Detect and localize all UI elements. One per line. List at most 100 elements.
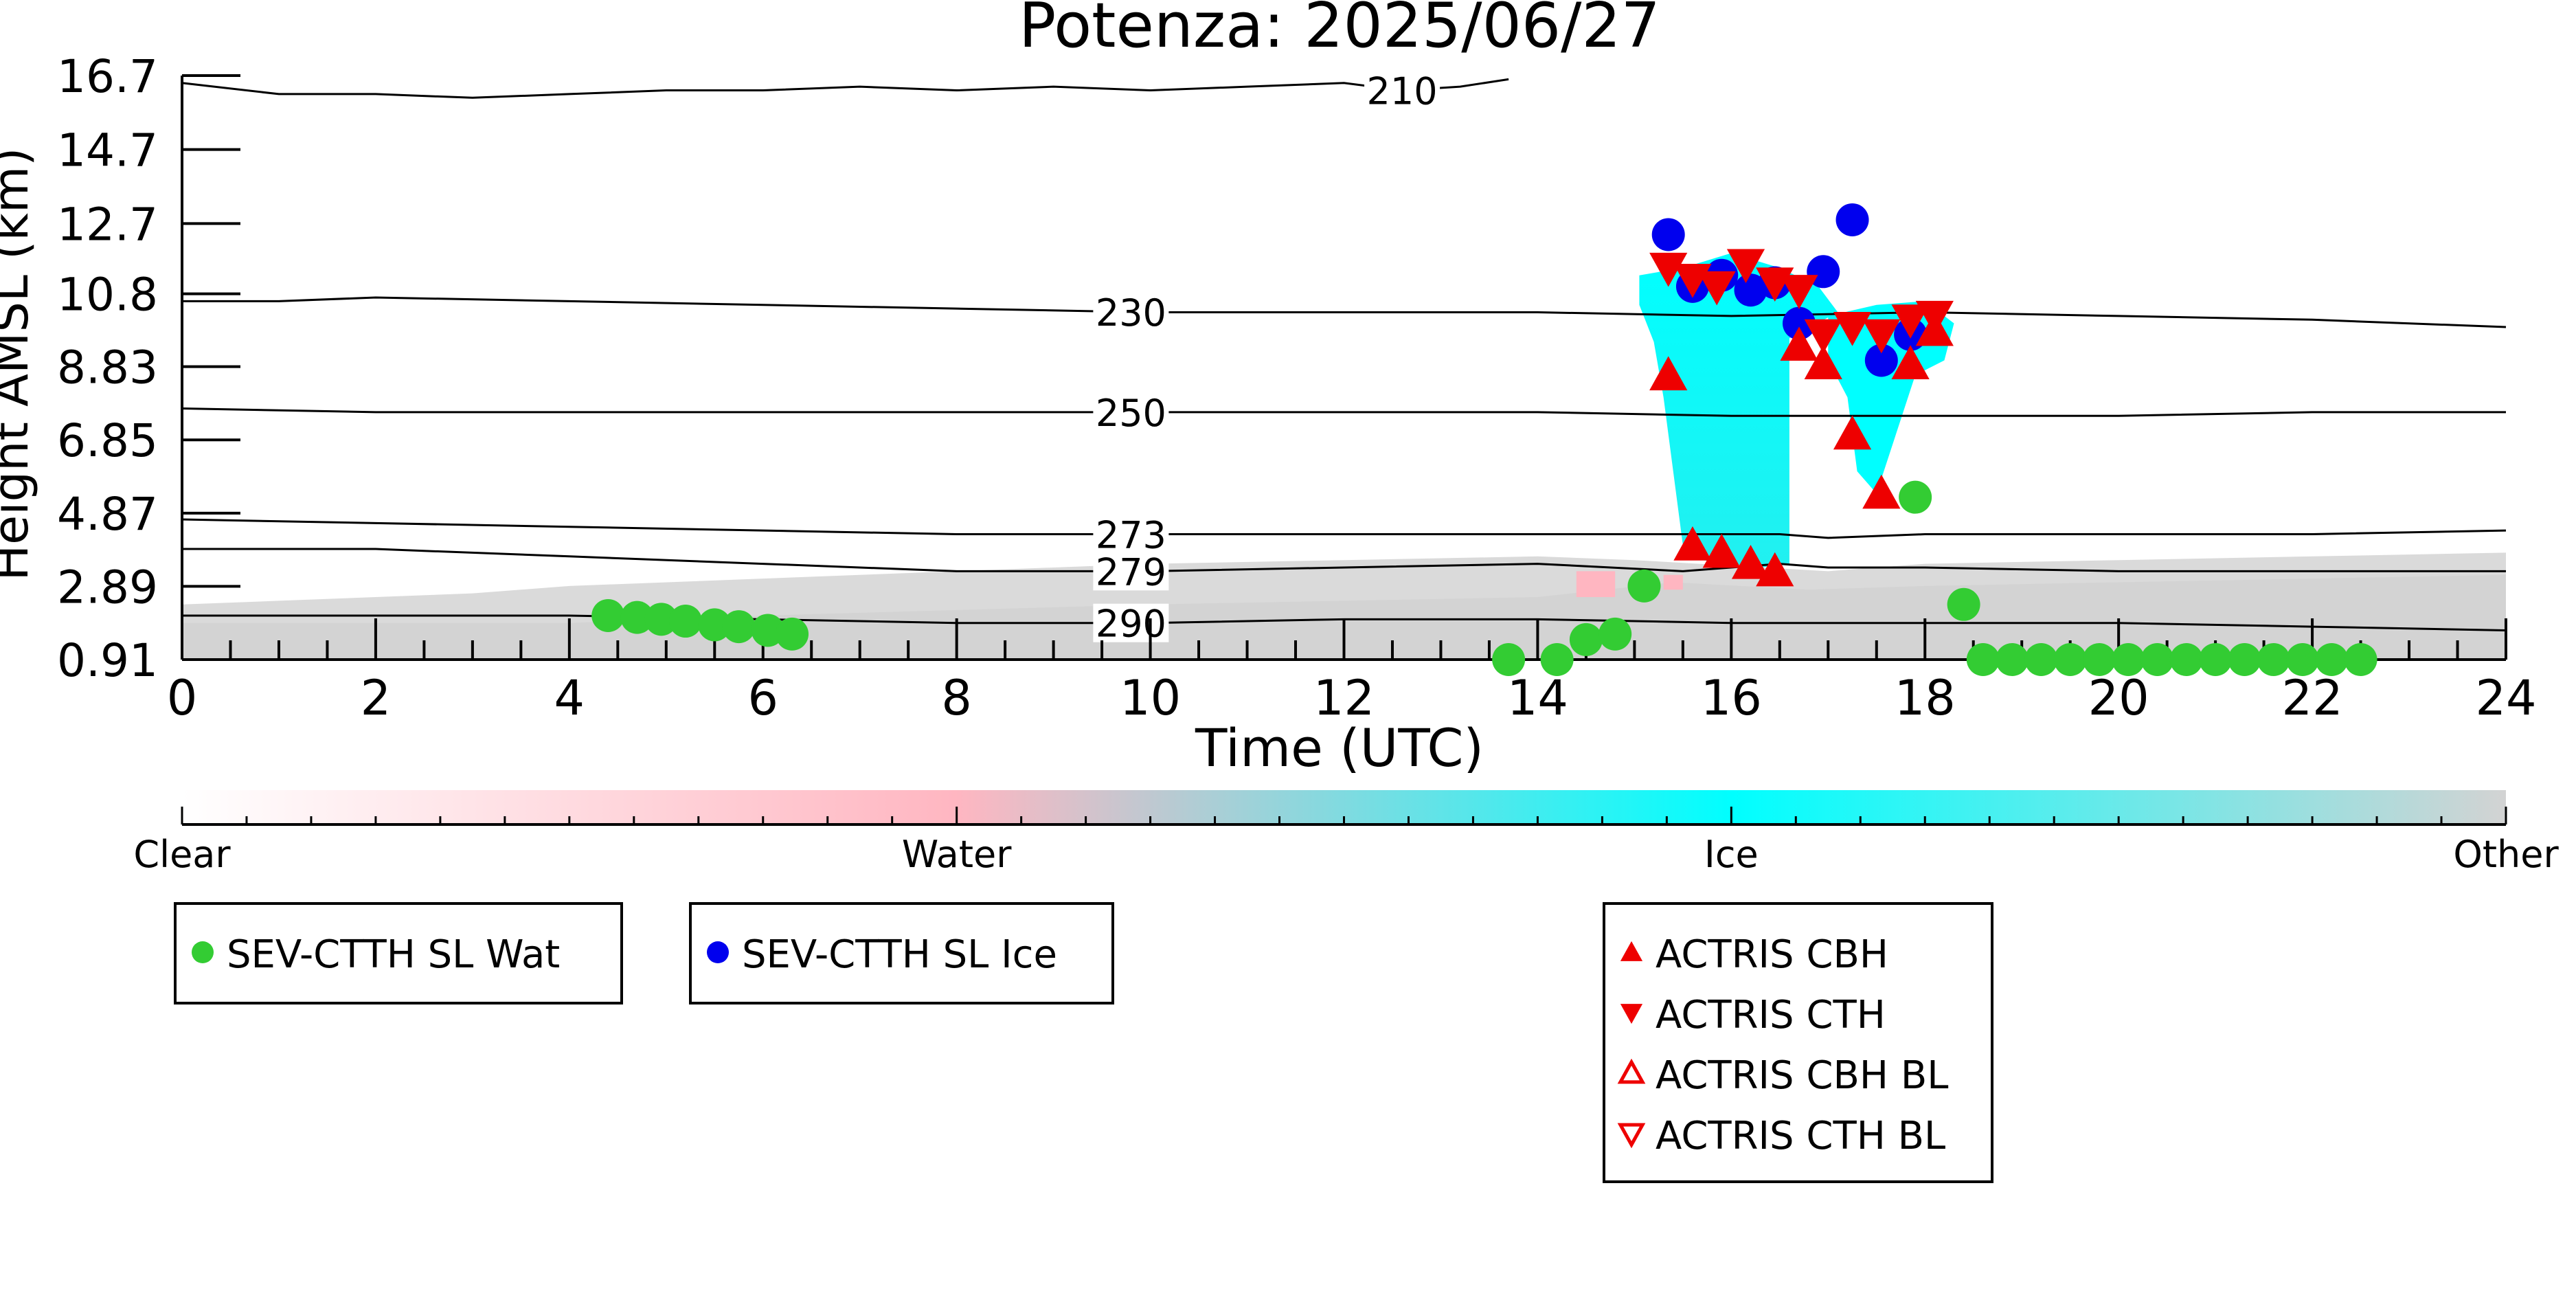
colorbar-label: Clear	[133, 833, 231, 876]
actris-cbh-point	[1702, 533, 1741, 568]
axes: 0 2 4 6 8 10 12 14 16 18 20 22 240.912.894.876.858.8…	[57, 50, 2536, 726]
contour-label: 250	[1096, 392, 1166, 435]
colorbar-label: Water	[902, 833, 1012, 876]
actris-cth-point	[1915, 300, 1954, 335]
actris-cth-point	[1649, 252, 1688, 287]
sev-ctth-sl-wat-point	[1569, 622, 1603, 656]
sev-ctth-sl-wat-point	[2082, 643, 2116, 676]
sev-ctth-sl-wat-point	[2315, 643, 2349, 676]
sev-ctth-sl-wat-point	[2024, 643, 2058, 676]
contour-label: 279	[1096, 550, 1166, 594]
actris-cbh-point	[1649, 356, 1688, 391]
chart-title: Potenza: 2025/06/27	[1019, 0, 1660, 62]
contour-line	[182, 296, 2507, 328]
y-tick-label: 8.83	[57, 341, 158, 394]
y-tick-label: 4.87	[57, 488, 158, 541]
contour-line	[182, 548, 2506, 572]
x-tick-label: 14	[1507, 670, 1568, 726]
sev-ctth-sl-ice-point	[1651, 218, 1685, 251]
legend-marker	[1620, 1004, 1643, 1024]
contour-label-bg	[1093, 552, 1169, 591]
water-patch	[1663, 574, 1683, 590]
y-tick-label: 16.7	[57, 50, 158, 103]
sev-ctth-sl-wat-point	[1899, 480, 1932, 514]
actris-cth-point	[1833, 311, 1872, 346]
legend-entry-label: ACTRIS CBH BL	[1656, 1053, 1948, 1098]
contour-line	[181, 407, 2506, 417]
contour-label-bg	[1093, 515, 1169, 554]
sev-ctth-sl-wat-point	[2228, 643, 2261, 676]
actris-cbh-point	[1804, 345, 1842, 379]
sev-ctth-sl-wat-point	[1947, 587, 1980, 621]
x-tick-label: 20	[2088, 670, 2149, 726]
actris-cbh-point	[1833, 415, 1872, 450]
x-tick-label: 18	[1895, 670, 1956, 726]
sev-ctth-sl-ice-point	[1864, 344, 1898, 377]
contour-label: 290	[1096, 603, 1166, 646]
sev-ctth-sl-ice-point	[1783, 306, 1816, 340]
legend-marker	[707, 941, 729, 963]
contour-label: 210	[1367, 70, 1438, 113]
sev-ctth-sl-wat-point	[722, 610, 756, 644]
contour-line	[181, 78, 1509, 99]
sev-ctth-sl-wat-point	[1966, 643, 2000, 676]
contour-label-bg	[1093, 392, 1169, 431]
y-axis-label: Height AMSL (km)	[0, 148, 39, 581]
x-tick-label: 6	[747, 670, 778, 726]
sev-ctth-sl-wat-point	[1598, 617, 1632, 651]
sev-ctth-sl-wat-point	[1627, 569, 1661, 603]
colorbar: Clear Water Ice Other	[133, 790, 2559, 876]
actris-cth-point	[1804, 319, 1842, 354]
sev-ctth-sl-wat-point	[2199, 643, 2233, 676]
y-tick-label: 0.91	[57, 634, 158, 687]
x-axis-label: Time (UTC)	[1195, 717, 1484, 778]
x-tick-label: 0	[167, 670, 198, 726]
contour-label-bg	[1093, 603, 1169, 642]
sev-ctth-sl-wat-point	[2169, 643, 2203, 676]
sev-ctth-sl-wat-point	[1540, 643, 1574, 676]
sev-ctth-sl-wat-point	[1996, 643, 2029, 676]
contour-label-bg	[1364, 71, 1440, 110]
actris-cth-point	[1780, 275, 1818, 309]
y-tick-label: 12.7	[57, 198, 158, 251]
sev-ctth-sl-wat-point	[2053, 643, 2087, 676]
sev-ctth-sl-wat-point	[2257, 643, 2290, 676]
x-tick-label: 4	[554, 670, 585, 726]
actris-cth-point	[1891, 304, 1930, 339]
sev-ctth-sl-wat-point	[776, 617, 809, 651]
actris-cbh-point	[1756, 552, 1794, 587]
y-tick-label: 6.85	[57, 414, 158, 467]
sev-ctth-sl-wat-point	[644, 603, 678, 636]
actris-cth-point	[1726, 249, 1765, 284]
actris-cbh-point	[1780, 326, 1818, 361]
contour-label: 273	[1096, 514, 1166, 557]
classification-field	[182, 253, 2506, 660]
legend-entry-label: ACTRIS CBH	[1656, 932, 1888, 977]
legends: SEV-CTTH SL Wat SEV-CTTH SL Ice ACTRIS CBH…	[174, 902, 1993, 1183]
legend-entry-label: SEV-CTTH SL Ice	[742, 932, 1057, 977]
contour-line	[181, 518, 2507, 539]
sev-ctth-sl-wat-point	[620, 600, 654, 634]
actris-cbh-point	[1731, 544, 1770, 579]
contour-label-bg	[1093, 292, 1169, 331]
x-tick-label: 10	[1120, 670, 1181, 726]
x-tick-label: 12	[1313, 670, 1375, 726]
sev-ctth-sl-wat-point	[591, 598, 625, 632]
water-patch	[1576, 571, 1616, 598]
legend-box	[1603, 902, 1993, 1183]
sev-ctth-sl-wat-point	[668, 605, 702, 638]
x-tick-label: 22	[2282, 670, 2343, 726]
x-tick-label: 16	[1701, 670, 1762, 726]
colorbar-label: Ice	[1704, 833, 1759, 876]
legend-marker	[1617, 1058, 1646, 1084]
sev-ctth-sl-ice-point	[1835, 203, 1869, 236]
sev-ctth-sl-wat-point	[698, 608, 732, 642]
legend-box	[689, 902, 1114, 1004]
y-tick-label: 10.8	[57, 269, 158, 322]
sev-ctth-sl-wat-point	[2285, 643, 2319, 676]
data-points	[591, 203, 2377, 676]
actris-cth-point	[1862, 319, 1901, 354]
